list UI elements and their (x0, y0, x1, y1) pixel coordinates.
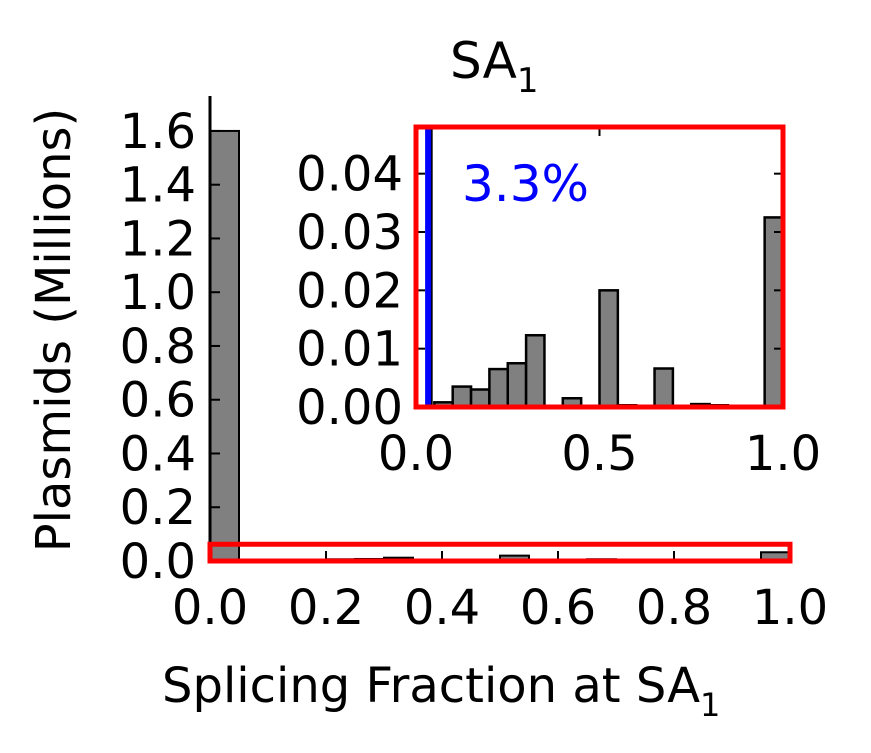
y-axis-label: Plasmids (Millions) (26, 108, 82, 553)
x-tick-label: 0.8 (636, 580, 712, 636)
x-tick-label: 0.0 (172, 580, 248, 636)
x-tick-label: 0.4 (404, 580, 480, 636)
y-tick-label: 1.2 (120, 211, 196, 267)
inset-y-tick-label: 0.02 (296, 263, 403, 319)
zoom-region-box (207, 541, 793, 564)
inset-histogram-bar (763, 216, 785, 409)
y-tick-label: 0.8 (120, 319, 196, 375)
y-tick-label: 0.0 (120, 534, 196, 590)
inset-y-tick-label: 0.04 (296, 147, 403, 203)
inset-histogram-bar (598, 289, 620, 409)
x-tick-label: 1.0 (752, 580, 828, 636)
inset-y-tick-label: 0.01 (296, 322, 403, 378)
y-tick-label: 1.0 (120, 265, 196, 321)
inset-plot-area: 0.0 0.5 1.0 0.000.010.020.030.04 3.3% (296, 124, 821, 482)
inset-histogram-bar (506, 362, 528, 409)
inset-histogram-bar (653, 367, 675, 409)
main-plot-area: 0.0 0.2 0.4 0.6 0.8 1.00.00.20.40.60.81.01.21… (120, 96, 828, 636)
y-tick-label: 0.6 (120, 373, 196, 429)
cutoff-percentage-annotation: 3.3% (462, 155, 589, 213)
inset-x-tick-label: 0.0 (378, 426, 454, 482)
y-tick-label: 0.2 (120, 480, 196, 536)
inset-x-tick-label: 1.0 (745, 426, 821, 482)
inset-histogram-bar (451, 385, 473, 409)
y-tick-label: 1.6 (120, 104, 196, 160)
y-tick-label: 1.4 (120, 158, 196, 214)
inset-histogram-bar (488, 367, 509, 409)
inset-y-tick-label: 0.00 (296, 380, 403, 436)
x-tick-label: 0.6 (520, 580, 596, 636)
inset-y-tick-label: 0.03 (296, 205, 403, 261)
inset-frame (413, 124, 786, 410)
inset-histogram-bar (469, 388, 491, 409)
y-tick-label: 0.4 (120, 426, 196, 482)
inset-histogram-bar (524, 334, 546, 409)
x-axis-label: Splicing Fraction at SA1 (162, 658, 720, 724)
x-tick-label: 0.2 (288, 580, 364, 636)
chart-title: SA1 (450, 32, 539, 101)
inset-x-tick-label: 0.5 (561, 426, 637, 482)
